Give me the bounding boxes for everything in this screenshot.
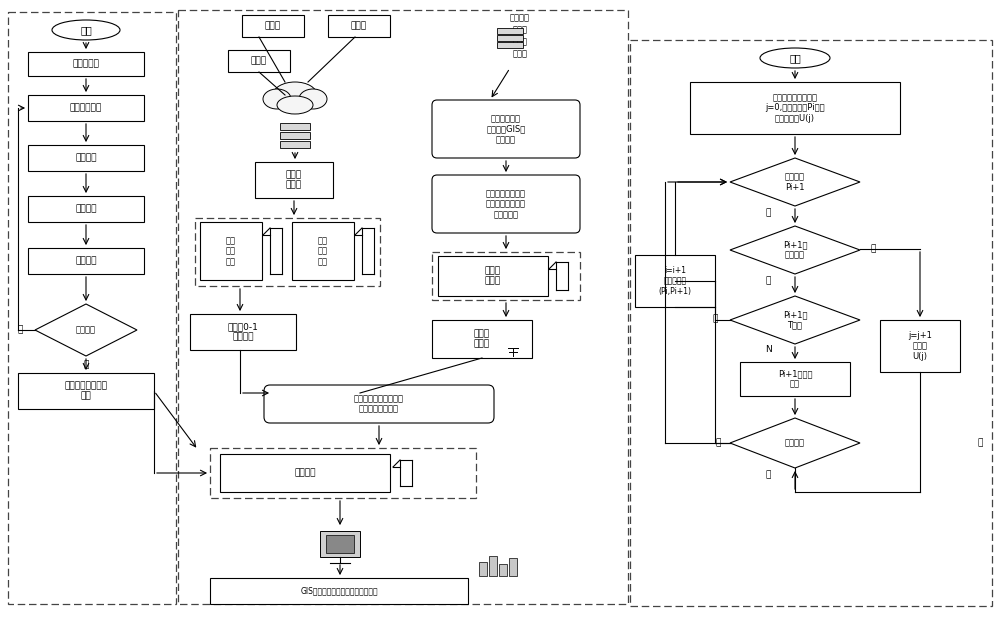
- Text: Pi+1为开关
节点: Pi+1为开关 节点: [778, 370, 812, 389]
- Text: 停止条件: 停止条件: [76, 326, 96, 334]
- Polygon shape: [730, 296, 860, 344]
- Text: 否: 否: [977, 439, 983, 447]
- Bar: [280, 141, 310, 147]
- Polygon shape: [730, 226, 860, 274]
- Text: 交叉操作: 交叉操作: [75, 204, 97, 213]
- Ellipse shape: [760, 48, 830, 68]
- Text: 故障判
定矩阵: 故障判 定矩阵: [485, 267, 501, 286]
- Bar: [479, 562, 487, 576]
- Polygon shape: [35, 304, 137, 356]
- Text: 否: 否: [17, 326, 23, 334]
- Text: 变异操作: 变异操作: [75, 257, 97, 265]
- Text: 数据库: 数据库: [512, 25, 528, 35]
- Text: 搜索终点
Pi+1: 搜索终点 Pi+1: [785, 172, 805, 192]
- Text: 开关
动作
信息: 开关 动作 信息: [318, 236, 328, 266]
- Bar: [28, 248, 144, 274]
- Bar: [328, 15, 390, 37]
- Bar: [242, 15, 304, 37]
- FancyBboxPatch shape: [432, 100, 580, 158]
- Bar: [190, 314, 296, 350]
- Text: 是: 是: [765, 209, 771, 218]
- Bar: [28, 145, 144, 171]
- Bar: [630, 40, 992, 606]
- Bar: [210, 578, 468, 604]
- Text: 否: 否: [765, 276, 771, 286]
- Bar: [499, 564, 507, 576]
- Text: 实时告
警信息: 实时告 警信息: [286, 170, 302, 189]
- Text: 电网拓扑: 电网拓扑: [510, 14, 530, 22]
- Bar: [228, 50, 290, 72]
- Text: 故障元件: 故障元件: [294, 468, 316, 478]
- Bar: [320, 531, 360, 557]
- Text: 否: 否: [765, 471, 771, 479]
- Text: GIS配电网显示故障元件的具体位置: GIS配电网显示故障元件的具体位置: [300, 587, 378, 595]
- Bar: [432, 252, 580, 300]
- Bar: [497, 28, 523, 34]
- Bar: [509, 558, 517, 576]
- Bar: [280, 131, 310, 138]
- Text: 是: 是: [715, 439, 721, 447]
- Text: 模拟量0-1
判据模型: 模拟量0-1 判据模型: [228, 322, 258, 342]
- Text: 是否闭合: 是否闭合: [785, 439, 805, 447]
- Polygon shape: [730, 418, 860, 468]
- Bar: [280, 123, 310, 130]
- Text: 开始: 开始: [80, 25, 92, 35]
- Ellipse shape: [273, 82, 317, 108]
- Text: 初始化种群: 初始化种群: [73, 59, 99, 68]
- Text: 保护
动作
信息: 保护 动作 信息: [226, 236, 236, 266]
- Text: j=j+1
添加到
U(j): j=j+1 添加到 U(j): [908, 331, 932, 361]
- Bar: [255, 162, 333, 198]
- Text: 输出适应值最高的
个体: 输出适应值最高的 个体: [64, 381, 108, 400]
- Bar: [8, 12, 176, 604]
- Ellipse shape: [277, 96, 313, 114]
- Text: i=i+1
添加馈线段
(Pi,Pi+1): i=i+1 添加馈线段 (Pi,Pi+1): [658, 266, 692, 296]
- Ellipse shape: [299, 89, 327, 109]
- Text: 变电站: 变电站: [251, 57, 267, 65]
- Text: 多源信息融合的配电网
故障诊断解析模型: 多源信息融合的配电网 故障诊断解析模型: [354, 394, 404, 414]
- Text: 是: 是: [712, 315, 718, 323]
- Bar: [210, 448, 476, 498]
- Bar: [489, 556, 497, 576]
- Bar: [497, 42, 523, 48]
- Text: 变电站: 变电站: [351, 22, 367, 30]
- Bar: [18, 373, 154, 409]
- Ellipse shape: [52, 20, 120, 40]
- Text: N: N: [765, 346, 771, 355]
- Bar: [635, 255, 715, 307]
- Bar: [880, 320, 960, 372]
- Text: 开始: 开始: [789, 53, 801, 63]
- Text: 电网拓: 电网拓: [512, 38, 528, 46]
- Bar: [438, 256, 548, 296]
- Ellipse shape: [263, 89, 291, 109]
- Bar: [497, 35, 523, 41]
- Text: 扑数据: 扑数据: [512, 49, 528, 59]
- Text: 故障区
域分析: 故障区 域分析: [474, 329, 490, 349]
- Text: Pi+1为
T节点: Pi+1为 T节点: [783, 310, 807, 329]
- Bar: [28, 52, 144, 76]
- Text: 是: 是: [870, 244, 876, 254]
- Bar: [195, 218, 380, 286]
- Bar: [28, 95, 144, 121]
- Bar: [220, 454, 390, 492]
- FancyBboxPatch shape: [432, 175, 580, 233]
- FancyBboxPatch shape: [264, 385, 494, 423]
- Bar: [690, 82, 900, 134]
- Text: 计算适应度值: 计算适应度值: [70, 104, 102, 112]
- Bar: [200, 222, 262, 280]
- Bar: [28, 196, 144, 222]
- Bar: [178, 10, 628, 604]
- Text: 配电网拓扑分
析，形成GIS配
电网络图: 配电网拓扑分 析，形成GIS配 电网络图: [486, 114, 526, 144]
- Bar: [326, 535, 354, 553]
- Text: 初始化用户节点个数
j=0,拓扑节点为Pi，用
户节点集为U(j): 初始化用户节点个数 j=0,拓扑节点为Pi，用 户节点集为U(j): [765, 93, 825, 123]
- Bar: [292, 222, 354, 280]
- Polygon shape: [730, 158, 860, 206]
- Text: 是: 是: [83, 360, 89, 370]
- Bar: [740, 362, 850, 396]
- Text: 开关邻接矩阵和故
障信息向量分析配
网运行状态: 开关邻接矩阵和故 障信息向量分析配 网运行状态: [486, 189, 526, 219]
- Text: 变电站: 变电站: [265, 22, 281, 30]
- Text: Pi+1为
用户节点: Pi+1为 用户节点: [783, 240, 807, 260]
- Bar: [432, 320, 532, 358]
- Text: 选择操作: 选择操作: [75, 154, 97, 162]
